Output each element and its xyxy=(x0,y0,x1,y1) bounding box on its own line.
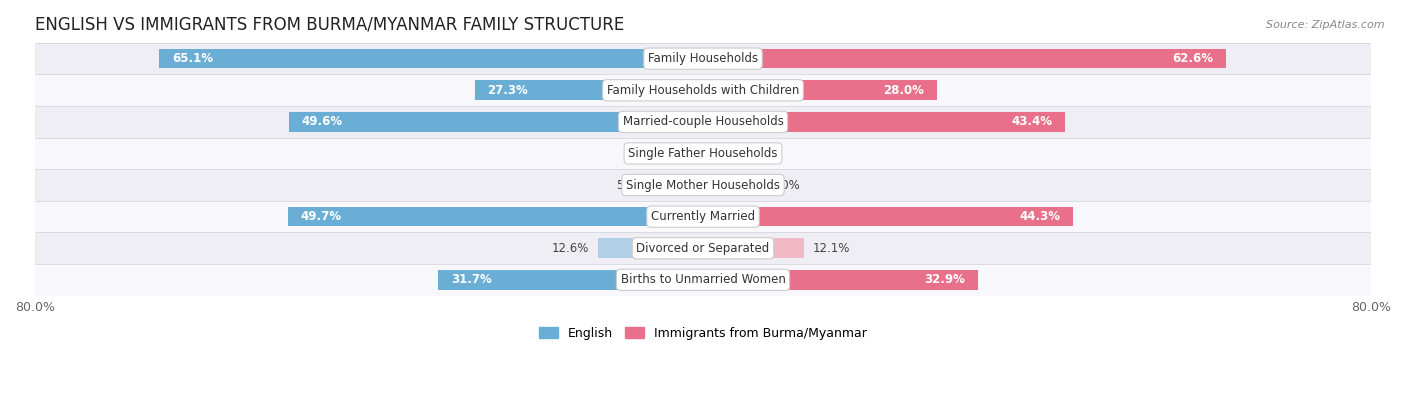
Bar xyxy=(703,207,1073,226)
Bar xyxy=(35,75,1371,106)
Bar xyxy=(703,81,936,100)
Text: Family Households with Children: Family Households with Children xyxy=(607,84,799,97)
Text: 31.7%: 31.7% xyxy=(451,273,492,286)
Text: 28.0%: 28.0% xyxy=(883,84,924,97)
Text: 44.3%: 44.3% xyxy=(1019,210,1060,223)
Bar xyxy=(159,49,703,68)
Bar xyxy=(655,175,703,195)
Text: 32.9%: 32.9% xyxy=(924,273,965,286)
Bar xyxy=(703,175,762,195)
Bar xyxy=(35,264,1371,295)
Bar xyxy=(703,144,723,163)
Text: 5.8%: 5.8% xyxy=(617,179,647,192)
Text: 7.0%: 7.0% xyxy=(770,179,800,192)
Text: 2.4%: 2.4% xyxy=(731,147,761,160)
Bar xyxy=(35,106,1371,138)
Bar xyxy=(35,201,1371,232)
Text: ENGLISH VS IMMIGRANTS FROM BURMA/MYANMAR FAMILY STRUCTURE: ENGLISH VS IMMIGRANTS FROM BURMA/MYANMAR… xyxy=(35,15,624,33)
Bar xyxy=(35,232,1371,264)
Text: Family Households: Family Households xyxy=(648,52,758,65)
Bar xyxy=(439,270,703,290)
Text: Divorced or Separated: Divorced or Separated xyxy=(637,242,769,255)
Text: Single Father Households: Single Father Households xyxy=(628,147,778,160)
Text: 2.3%: 2.3% xyxy=(645,147,675,160)
Bar xyxy=(703,112,1066,132)
Bar xyxy=(683,144,703,163)
Bar xyxy=(703,270,977,290)
Text: 65.1%: 65.1% xyxy=(172,52,212,65)
Text: 27.3%: 27.3% xyxy=(488,84,529,97)
Text: 49.6%: 49.6% xyxy=(301,115,343,128)
Legend: English, Immigrants from Burma/Myanmar: English, Immigrants from Burma/Myanmar xyxy=(534,322,872,345)
Bar xyxy=(598,239,703,258)
Text: 12.1%: 12.1% xyxy=(813,242,849,255)
Bar xyxy=(35,169,1371,201)
Bar xyxy=(703,239,804,258)
Bar xyxy=(35,43,1371,75)
Bar xyxy=(703,49,1226,68)
Bar xyxy=(35,138,1371,169)
Text: Married-couple Households: Married-couple Households xyxy=(623,115,783,128)
Text: 43.4%: 43.4% xyxy=(1012,115,1053,128)
Text: Single Mother Households: Single Mother Households xyxy=(626,179,780,192)
Text: 62.6%: 62.6% xyxy=(1173,52,1213,65)
Text: Currently Married: Currently Married xyxy=(651,210,755,223)
Bar xyxy=(288,112,703,132)
Bar xyxy=(475,81,703,100)
Bar xyxy=(288,207,703,226)
Text: Births to Unmarried Women: Births to Unmarried Women xyxy=(620,273,786,286)
Text: Source: ZipAtlas.com: Source: ZipAtlas.com xyxy=(1267,20,1385,30)
Text: 49.7%: 49.7% xyxy=(301,210,342,223)
Text: 12.6%: 12.6% xyxy=(553,242,589,255)
